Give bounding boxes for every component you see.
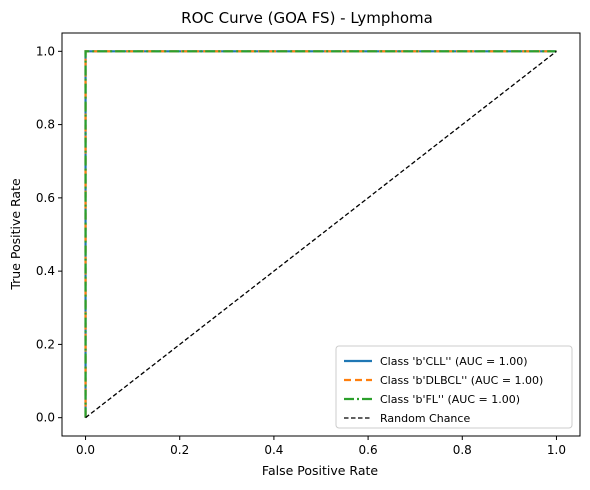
plot-area: [61, 32, 581, 437]
legend: Class 'b'CLL'' (AUC = 1.00) Class 'b'DLBC…: [335, 345, 573, 429]
x-tick-label: 0.2: [170, 443, 189, 457]
y-tick-label: 0.8: [36, 118, 55, 132]
x-axis-label: False Positive Rate: [262, 463, 378, 478]
legend-entry-label: Class 'b'FL'' (AUC = 1.00): [380, 393, 520, 406]
legend-entry-label: Class 'b'DLBCL'' (AUC = 1.00): [380, 374, 543, 387]
legend-entry-label: Random Chance: [380, 412, 470, 425]
x-tick-label: 0.8: [453, 443, 472, 457]
x-tick-label: 0.0: [76, 443, 95, 457]
y-tick-label: 0.6: [36, 191, 55, 205]
x-axis-ticks: 0.0 0.2 0.4 0.6 0.8 1.0: [76, 436, 566, 457]
series-line-3: [85, 50, 557, 419]
y-tick-label: 0.0: [36, 411, 55, 425]
y-axis-label: True Positive Rate: [8, 178, 23, 291]
chart-title: ROC Curve (GOA FS) - Lymphoma: [181, 9, 433, 27]
y-axis-ticks: 0.0 0.2 0.4 0.6 0.8 1.0: [36, 44, 62, 425]
y-tick-label: 1.0: [36, 44, 55, 58]
x-tick-label: 0.6: [359, 443, 378, 457]
legend-box: [335, 345, 573, 429]
series-line-2: [84, 50, 557, 418]
x-tick-label: 0.4: [264, 443, 283, 457]
plot-frame: [61, 32, 581, 437]
y-tick-label: 0.2: [36, 337, 55, 351]
x-tick-label: 1.0: [547, 443, 566, 457]
legend-entry-label: Class 'b'CLL'' (AUC = 1.00): [380, 355, 528, 368]
y-tick-label: 0.4: [36, 264, 55, 278]
